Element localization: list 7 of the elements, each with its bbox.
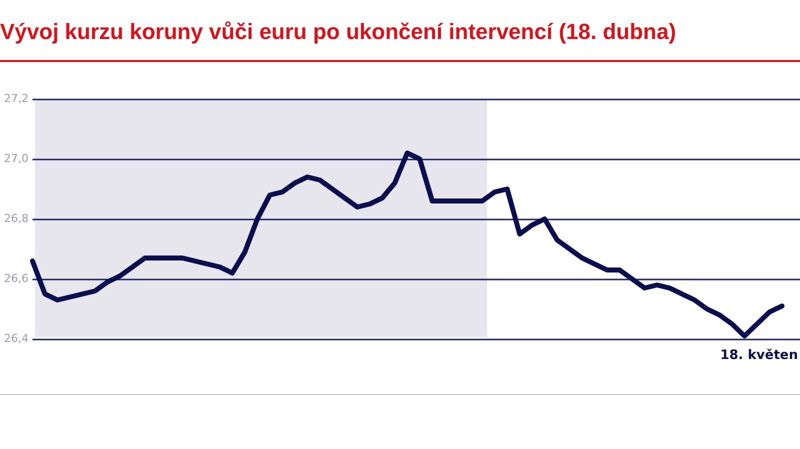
text: 18. květen <box>720 348 798 363</box>
y-tick-label: 27,0 <box>4 152 28 165</box>
y-tick-label: 27,2 <box>4 92 28 105</box>
chart-title: Vývoj kurzu koruny vůči euru po ukončení intervencí (18. dubna) <box>0 19 676 45</box>
y-tick-label: 26,8 <box>4 212 28 225</box>
y-tick-label: 26,4 <box>4 332 28 345</box>
y-tick-label: 26,6 <box>4 272 28 285</box>
